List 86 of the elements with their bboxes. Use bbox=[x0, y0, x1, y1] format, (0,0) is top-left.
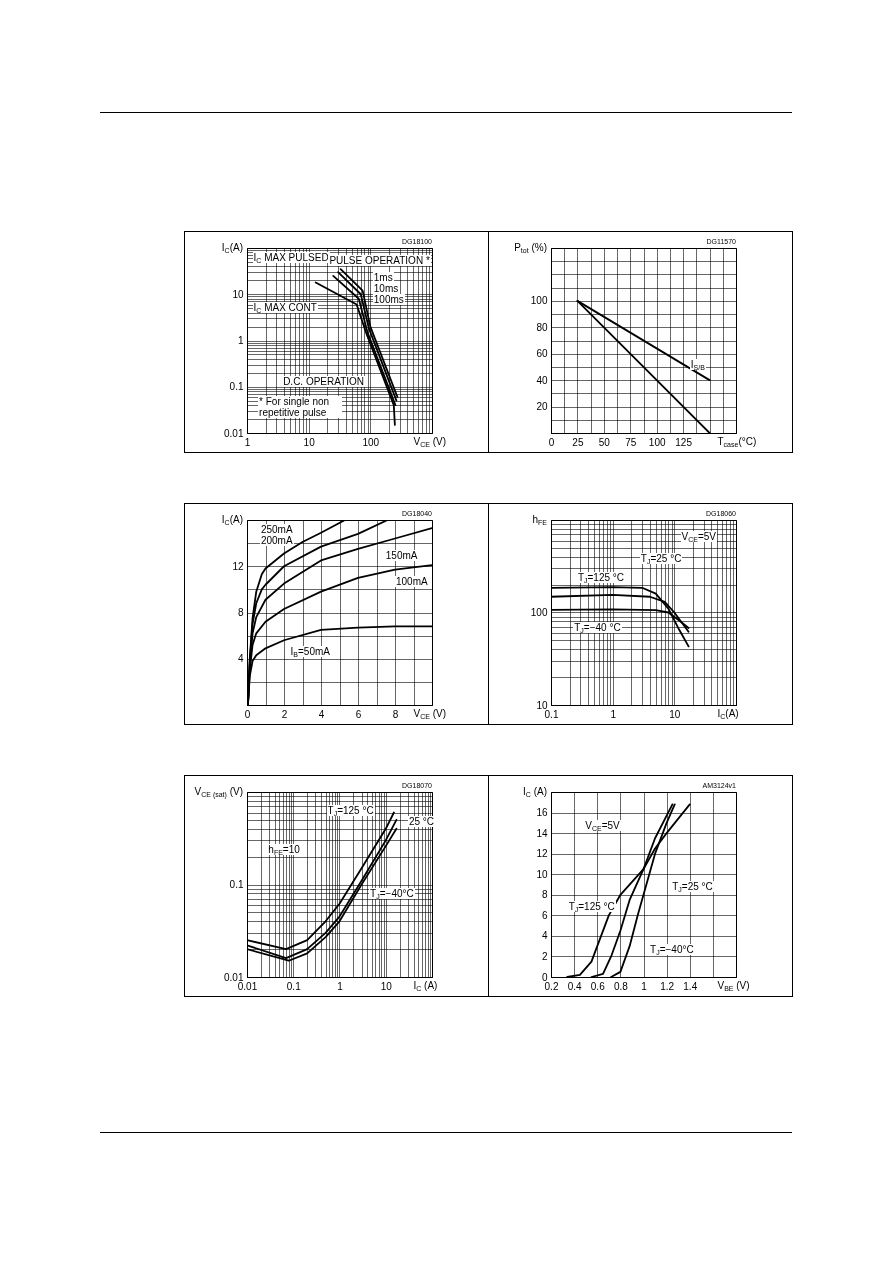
x-tick-label: 6 bbox=[355, 708, 362, 720]
y-tick-label: 10 bbox=[536, 868, 548, 880]
annotation: T$_{J}$=125 °C bbox=[567, 901, 616, 914]
x-tick-label: 8 bbox=[392, 708, 399, 720]
annotation: V$_{CE}$=5V bbox=[680, 531, 717, 544]
annotation: I$_{C}$ MAX CONT bbox=[252, 301, 318, 314]
x-tick-label: 1 bbox=[610, 708, 617, 720]
x-tick-label: 10 bbox=[380, 980, 393, 992]
y-tick-label: 12 bbox=[232, 560, 244, 572]
annotation: I$_{C}$ MAX PULSED bbox=[252, 251, 330, 264]
y-axis-title: I$_{C}$ (A) bbox=[523, 786, 547, 798]
x-tick-label: 10 bbox=[669, 708, 681, 720]
annotation: T$_{J}$=125 °C bbox=[326, 804, 375, 817]
annotation: 10ms bbox=[372, 283, 400, 295]
y-tick-label: 40 bbox=[536, 374, 548, 386]
x-tick-label: 125 bbox=[675, 436, 693, 448]
x-tick-label: 0.2 bbox=[544, 980, 559, 992]
x-tick-label: 75 bbox=[625, 436, 637, 448]
x-tick-label: 100 bbox=[362, 436, 380, 448]
y-tick-label: 8 bbox=[541, 889, 548, 901]
x-tick-label: 25 bbox=[572, 436, 584, 448]
y-tick-label: 60 bbox=[536, 348, 548, 360]
x-axis-title: T$_{case}$(°C) bbox=[717, 436, 757, 448]
x-tick-label: 1.2 bbox=[660, 980, 675, 992]
y-tick-label: 80 bbox=[536, 321, 548, 333]
y-axis-title: h$_{FE}$ bbox=[532, 514, 547, 526]
y-tick-label: 12 bbox=[536, 848, 548, 860]
annotation: 1ms bbox=[372, 272, 394, 284]
x-tick-label: 4 bbox=[318, 708, 325, 720]
x-tick-label: 2 bbox=[281, 708, 288, 720]
annotation: D.C. OPERATION bbox=[282, 375, 366, 387]
annotation: I$_{B}$=50mA bbox=[289, 645, 331, 658]
y-tick-label: 4 bbox=[541, 930, 548, 942]
x-tick-label: 0.8 bbox=[613, 980, 629, 992]
y-tick-label: 10 bbox=[536, 699, 548, 711]
y-tick-label: 0.1 bbox=[229, 879, 244, 890]
x-tick-label: 1 bbox=[337, 980, 344, 992]
y-axis-title: V$_{CE (sat)}$ (V) bbox=[194, 786, 243, 798]
annotation: h$_{FE}$=10 bbox=[267, 843, 301, 856]
annotation: T$_{J}$=25 °C bbox=[671, 880, 714, 893]
y-tick-label: 6 bbox=[541, 909, 548, 921]
annotation: T$_{J}$=−40°C bbox=[369, 888, 415, 901]
annotation: PULSE OPERATION * bbox=[328, 255, 431, 267]
y-axis-title: P$_{tot}$ (%) bbox=[514, 242, 547, 254]
annotation: T$_{J}$=125 °C bbox=[576, 571, 626, 584]
y-tick-label: 20 bbox=[536, 401, 548, 413]
x-tick-label: 1 bbox=[641, 980, 648, 992]
annotation: I$_{S/B}$ bbox=[689, 359, 706, 371]
x-axis-title: V$_{CE}$ (V) bbox=[413, 436, 447, 448]
y-tick-label: 10 bbox=[232, 288, 244, 300]
annotation: V$_{CE}$=5V bbox=[584, 819, 621, 832]
annotation: T$_{J}$=−40 °C bbox=[573, 621, 622, 634]
x-tick-label: 0.6 bbox=[590, 980, 606, 992]
y-tick-label: 0.01 bbox=[224, 971, 244, 983]
x-tick-label: 10 bbox=[303, 436, 316, 448]
y-tick-label: 0 bbox=[541, 971, 548, 983]
annotation: 25 °C bbox=[407, 816, 436, 828]
y-tick-label: 4 bbox=[237, 653, 244, 665]
y-tick-label: 0.01 bbox=[224, 427, 244, 439]
y-axis-title: I$_{C}$(A) bbox=[221, 514, 243, 526]
x-axis-title: V$_{BE}$ (V) bbox=[717, 980, 750, 992]
y-tick-label: 8 bbox=[237, 607, 244, 618]
x-axis-title: V$_{CE}$ (V) bbox=[413, 708, 447, 720]
annotation: T$_{J}$=−40°C bbox=[649, 943, 695, 956]
y-tick-label: 100 bbox=[530, 295, 548, 307]
x-axis-title: I$_{C}$(A) bbox=[717, 708, 739, 720]
annotation: 200mA bbox=[259, 534, 294, 546]
annotation: T$_{J}$=25 °C bbox=[639, 553, 683, 566]
x-tick-label: 1.4 bbox=[683, 980, 698, 992]
x-tick-label: 100 bbox=[648, 436, 666, 448]
annotation: 100ms bbox=[372, 294, 405, 306]
annotation: 150mA bbox=[384, 549, 419, 561]
y-axis-title: I$_{C}$(A) bbox=[221, 242, 243, 254]
x-axis-title: I$_{C}$ (A) bbox=[413, 980, 438, 992]
annotation: 250mA bbox=[259, 523, 294, 535]
annotation: 100mA bbox=[395, 575, 429, 587]
y-tick-label: 14 bbox=[536, 827, 548, 839]
y-tick-label: 16 bbox=[536, 807, 548, 819]
y-tick-label: 1 bbox=[237, 335, 244, 346]
x-tick-label: 50 bbox=[598, 436, 611, 448]
y-tick-label: 100 bbox=[530, 607, 548, 618]
x-tick-label: 0.4 bbox=[567, 980, 583, 992]
annotation: * For single non repetitive pulse bbox=[258, 396, 343, 418]
y-tick-label: 0.1 bbox=[229, 381, 244, 393]
x-tick-label: 0.1 bbox=[286, 980, 302, 992]
y-tick-label: 2 bbox=[541, 950, 548, 962]
